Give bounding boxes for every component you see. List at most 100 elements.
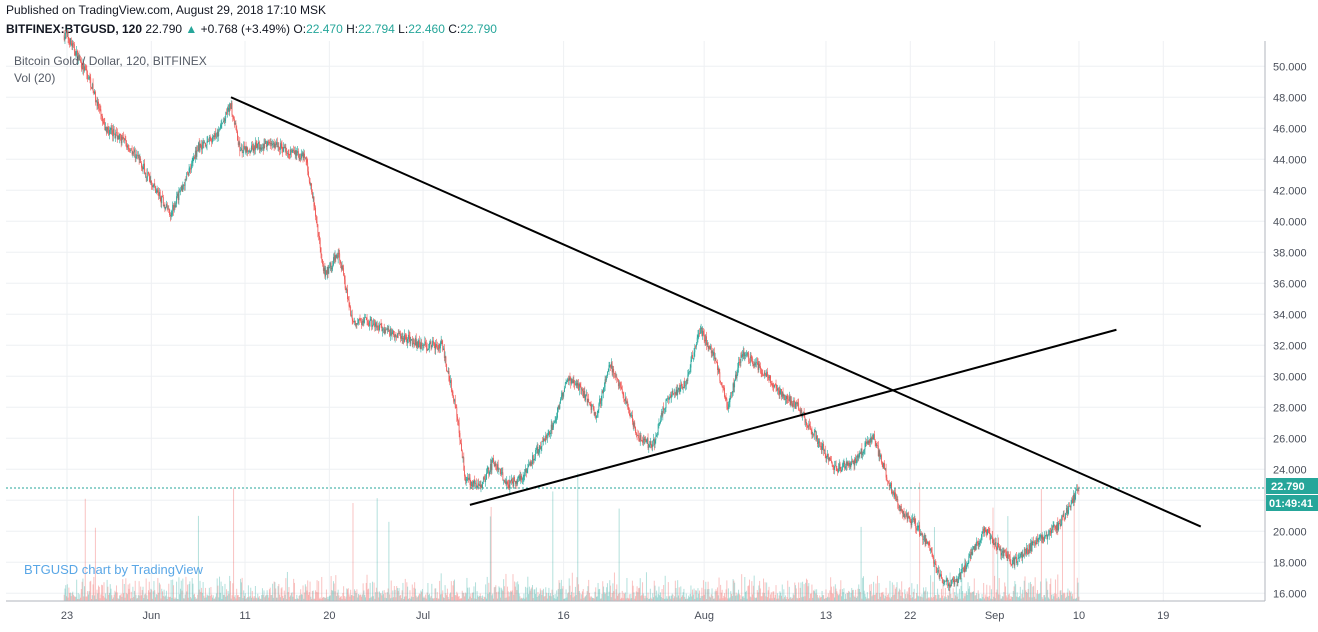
volume-bar xyxy=(322,596,324,601)
volume-bar xyxy=(944,588,946,601)
volume-bar xyxy=(265,594,267,601)
candle-body xyxy=(153,183,155,186)
candle-body xyxy=(69,39,71,45)
volume-bar xyxy=(303,598,305,601)
candle-body xyxy=(622,393,624,396)
candle-body xyxy=(361,321,362,325)
price-badge-countdown: 01:49:41 xyxy=(1269,498,1313,510)
volume-bar xyxy=(482,595,484,601)
candle-body xyxy=(509,480,511,489)
volume-bar xyxy=(301,594,303,601)
volume-bar xyxy=(676,597,678,601)
candle-body xyxy=(689,367,691,372)
volume-bar xyxy=(983,582,985,601)
ticker-symbol: BITFINEX:BTGUSD, 120 xyxy=(6,22,143,36)
volume-bar xyxy=(932,581,934,601)
volume-bar xyxy=(709,596,711,601)
candle-body xyxy=(296,152,298,156)
candle-body xyxy=(1031,541,1033,552)
candle-body xyxy=(841,470,842,472)
volume-bar xyxy=(1042,598,1044,601)
volume-bar xyxy=(169,596,171,601)
volume-bar xyxy=(761,596,763,601)
volume-bar xyxy=(521,597,523,601)
candle-body xyxy=(1032,541,1034,543)
candle-body xyxy=(287,152,288,154)
volume-bar xyxy=(866,598,868,601)
candle-body xyxy=(171,212,173,215)
candle-body xyxy=(1067,509,1069,514)
candle-body xyxy=(661,412,663,416)
volume-bar xyxy=(248,597,250,601)
candle-body xyxy=(969,554,971,559)
candle-body xyxy=(422,345,423,346)
volume-bar xyxy=(777,598,779,601)
volume-bar xyxy=(275,588,277,601)
volume-bar xyxy=(648,598,650,601)
volume-bar xyxy=(566,597,568,601)
candle-body xyxy=(252,148,254,152)
candle-body xyxy=(404,334,405,342)
candle-body xyxy=(357,323,359,325)
candle-body xyxy=(774,384,776,386)
volume-bar xyxy=(325,589,327,601)
volume-bar xyxy=(703,594,705,601)
volume-bar xyxy=(754,597,756,601)
candle-body xyxy=(740,354,742,363)
volume-bar xyxy=(673,598,675,601)
volume-bar xyxy=(801,597,803,601)
candle-body xyxy=(232,114,234,117)
volume-bar xyxy=(864,594,866,601)
candle-body xyxy=(742,354,743,358)
volume-bar xyxy=(414,582,416,601)
volume-bar xyxy=(621,590,623,601)
volume-bar xyxy=(760,596,762,601)
candle-body xyxy=(650,441,652,446)
candle-body xyxy=(924,535,926,545)
candle-body xyxy=(233,118,235,125)
volume-bar xyxy=(218,597,220,601)
time-axis[interactable]: 23 Jun 11 20 Jul 16 Aug 13 22 Sep 10 19 xyxy=(61,610,1170,622)
candle-body xyxy=(594,412,596,415)
volume-bar xyxy=(457,593,459,601)
volume-bar xyxy=(935,594,937,601)
volume-bar xyxy=(1038,593,1040,601)
candle-body xyxy=(742,351,744,355)
candle-body xyxy=(310,183,312,185)
volume-bar xyxy=(167,596,169,601)
candle-body xyxy=(429,342,430,349)
tradingview-watermark[interactable]: BTGUSD chart by TradingView xyxy=(24,562,204,577)
volume-bar xyxy=(133,596,135,601)
volume-bar xyxy=(846,592,848,601)
candle-body xyxy=(87,78,89,80)
volume-bar xyxy=(588,579,590,601)
candle-body xyxy=(350,307,352,316)
candle-body xyxy=(675,389,677,395)
candle-body xyxy=(680,383,682,389)
candle-body xyxy=(375,322,377,328)
volume-bar xyxy=(684,596,686,601)
candle-body xyxy=(97,101,99,106)
candle-body xyxy=(362,320,364,323)
volume-bar xyxy=(191,578,193,601)
candle-body xyxy=(532,455,534,461)
volume-bar xyxy=(412,597,414,601)
candle-body xyxy=(646,439,647,443)
candle-body xyxy=(148,174,150,177)
candle-body xyxy=(865,441,867,443)
volume-bar xyxy=(509,592,511,601)
candle-body xyxy=(702,330,704,337)
volume-bar xyxy=(69,592,71,601)
volume-bar xyxy=(75,596,77,601)
volume-bar xyxy=(102,595,104,601)
volume-bar xyxy=(74,596,76,601)
candle-body xyxy=(757,362,759,370)
volume-bar xyxy=(386,592,388,601)
candle-body xyxy=(851,460,853,464)
volume-bar xyxy=(770,592,772,601)
candle-body xyxy=(606,376,608,380)
candle-body xyxy=(646,438,648,440)
candle-body xyxy=(852,460,854,462)
volume-bar xyxy=(1015,596,1017,601)
